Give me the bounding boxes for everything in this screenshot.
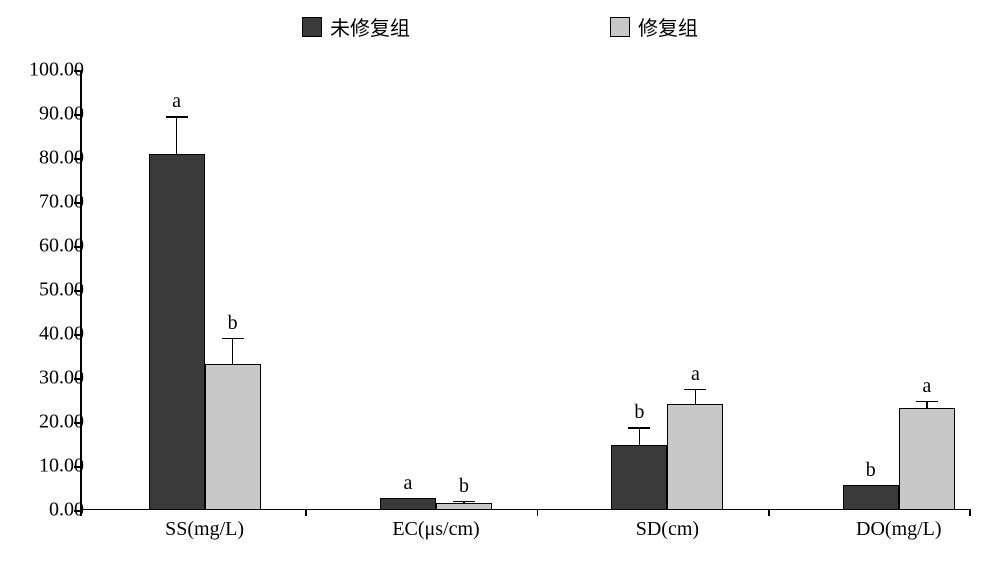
errorbar-stem <box>695 389 697 405</box>
bar <box>667 404 723 510</box>
y-axis-label: 30.00 <box>39 367 84 390</box>
x-axis-label: SD(cm) <box>636 518 699 541</box>
y-axis-label: 20.00 <box>39 411 84 434</box>
y-axis-label: 100.00 <box>29 59 84 82</box>
bar <box>205 364 261 510</box>
x-axis-label: SS(mg/L) <box>165 518 244 541</box>
errorbar-cap <box>916 401 938 403</box>
x-tick <box>537 510 539 516</box>
chart-container: 未修复组 修复组 a b a b b a b a 0.00 10.00 20.00 30.00 40.… <box>0 0 1000 579</box>
y-axis-label: 80.00 <box>39 147 84 170</box>
significance-label: b <box>228 312 238 335</box>
y-axis-label: 60.00 <box>39 235 84 258</box>
bar <box>149 154 205 510</box>
significance-label: a <box>691 363 700 386</box>
legend-item-1: 修复组 <box>610 12 698 41</box>
errorbar-cap <box>166 116 188 118</box>
significance-label: a <box>922 375 931 398</box>
legend: 未修复组 修复组 <box>0 12 1000 41</box>
legend-label-1: 修复组 <box>638 12 698 41</box>
y-axis-label: 50.00 <box>39 279 84 302</box>
plot-area: a b a b b a b a <box>80 70 970 510</box>
x-tick <box>768 510 770 516</box>
significance-label: a <box>172 90 181 113</box>
bar <box>843 485 899 510</box>
y-axis-label: 40.00 <box>39 323 84 346</box>
y-axis-label: 0.00 <box>49 499 84 522</box>
significance-label: b <box>866 459 876 482</box>
errorbar-cap <box>684 389 706 391</box>
bar <box>611 445 667 510</box>
errorbar-cap <box>222 338 244 340</box>
y-axis-label: 90.00 <box>39 103 84 126</box>
errorbar-cap <box>453 501 475 503</box>
errorbar-stem <box>232 338 234 364</box>
legend-swatch-0 <box>302 17 322 37</box>
y-axis-label: 70.00 <box>39 191 84 214</box>
errorbar-cap <box>628 427 650 429</box>
bar <box>436 503 492 510</box>
significance-label: a <box>404 472 413 495</box>
x-tick <box>305 510 307 516</box>
x-tick <box>969 510 971 516</box>
significance-label: b <box>459 475 469 498</box>
errorbar-stem <box>639 427 641 445</box>
bar <box>380 498 436 510</box>
significance-label: b <box>634 401 644 424</box>
x-axis-label: EC(μs/cm) <box>392 518 479 541</box>
legend-swatch-1 <box>610 17 630 37</box>
legend-label-0: 未修复组 <box>330 12 410 41</box>
y-axis-label: 10.00 <box>39 455 84 478</box>
bar <box>899 408 955 510</box>
x-axis-label: DO(mg/L) <box>856 518 942 541</box>
legend-item-0: 未修复组 <box>302 12 410 41</box>
errorbar-stem <box>176 116 178 153</box>
